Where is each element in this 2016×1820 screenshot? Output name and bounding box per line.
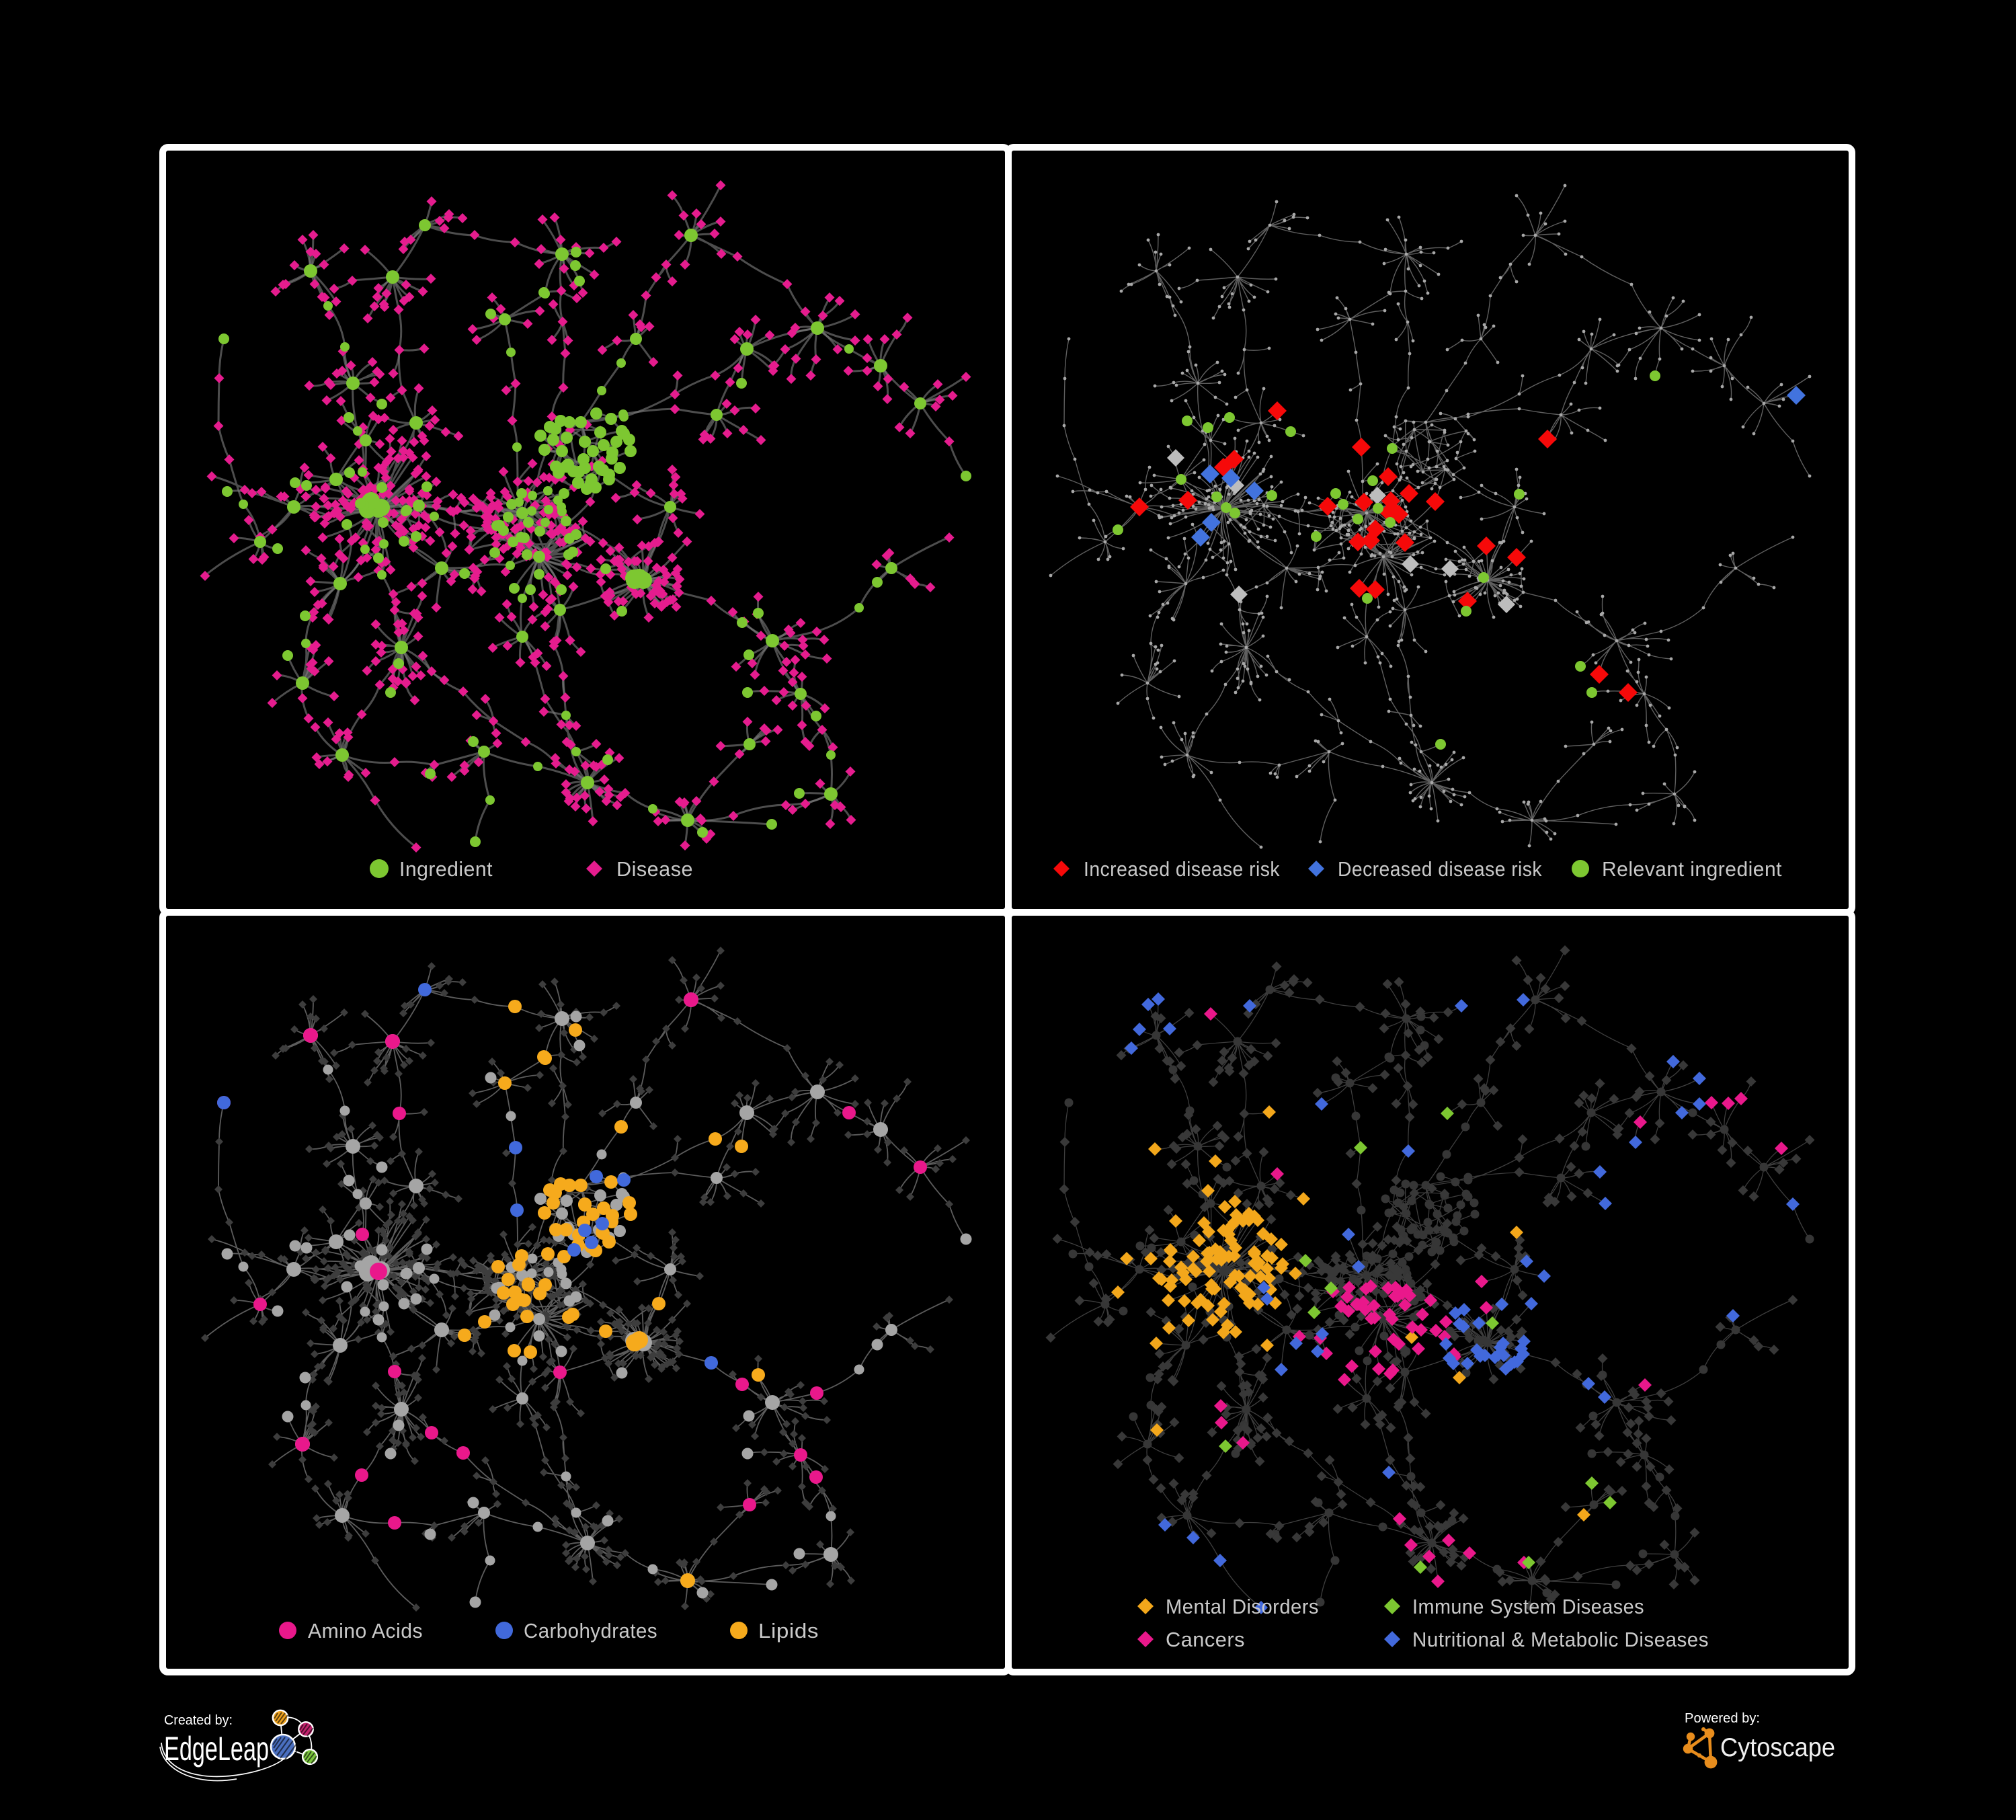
- svg-text:Immune System Diseases: Immune System Diseases: [1412, 1595, 1644, 1618]
- svg-text:Lipids: Lipids: [758, 1619, 819, 1643]
- svg-text:Mental Disorders: Mental Disorders: [1166, 1595, 1319, 1618]
- svg-text:Relevant ingredient: Relevant ingredient: [1602, 857, 1782, 881]
- svg-text:Powered by:: Powered by:: [1685, 1711, 1760, 1726]
- svg-text:Ingredient: Ingredient: [399, 857, 493, 881]
- svg-text:Cytoscape: Cytoscape: [1720, 1733, 1835, 1762]
- svg-text:Disease: Disease: [616, 857, 693, 881]
- svg-text:EdgeLeap: EdgeLeap: [164, 1730, 269, 1768]
- svg-text:Cancers: Cancers: [1166, 1628, 1245, 1651]
- svg-text:Carbohydrates: Carbohydrates: [524, 1619, 657, 1643]
- svg-text:Nutritional & Metabolic Diseas: Nutritional & Metabolic Diseases: [1412, 1628, 1709, 1651]
- svg-text:Created by:: Created by:: [164, 1713, 233, 1728]
- svg-text:Amino Acids: Amino Acids: [308, 1619, 423, 1643]
- svg-text:Decreased disease risk: Decreased disease risk: [1338, 857, 1542, 881]
- svg-text:Increased disease risk: Increased disease risk: [1084, 857, 1280, 881]
